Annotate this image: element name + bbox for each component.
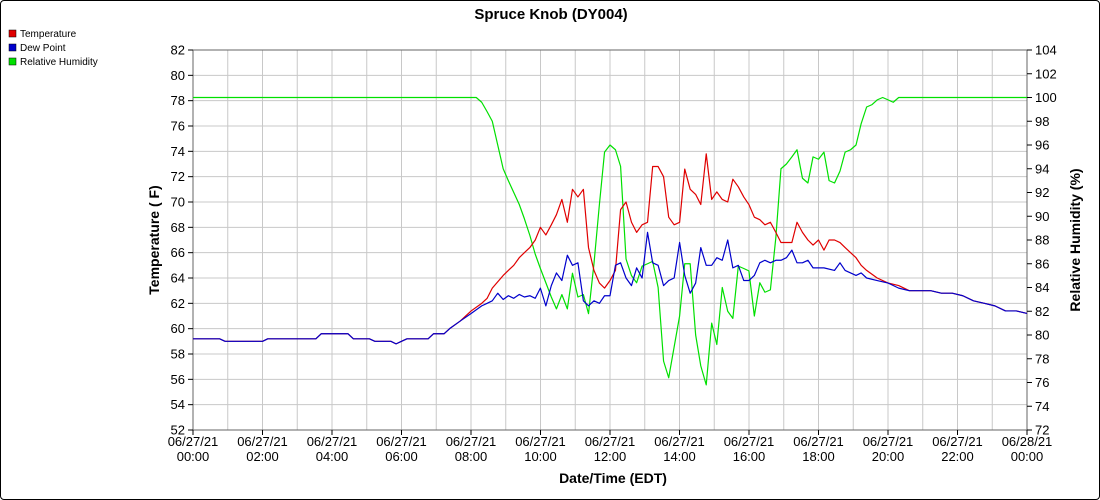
left-tick-label: 64 [171, 271, 185, 286]
x-tick-date: 06/27/21 [307, 434, 358, 449]
left-tick-label: 76 [171, 119, 185, 134]
right-tick-label: 100 [1035, 90, 1057, 105]
left-tick-label: 72 [171, 169, 185, 184]
x-tick-time: 10:00 [524, 449, 557, 464]
left-tick-label: 58 [171, 347, 185, 362]
left-tick-label: 74 [171, 144, 185, 159]
right-tick-label: 72 [1035, 423, 1049, 438]
right-tick-label: 96 [1035, 138, 1049, 153]
legend-label-temperature: Temperature [20, 29, 77, 40]
right-tick-label: 90 [1035, 209, 1049, 224]
x-tick-date: 06/27/21 [793, 434, 844, 449]
left-tick-label: 54 [171, 397, 185, 412]
x-tick-time: 12:00 [594, 449, 627, 464]
legend-swatch-temperature [8, 29, 17, 38]
left-tick-label: 62 [171, 296, 185, 311]
right-tick-label: 74 [1035, 399, 1049, 414]
right-axis-title: Relative Humidity (%) [1067, 168, 1083, 311]
right-tick-label: 102 [1035, 66, 1057, 81]
right-tick-label: 98 [1035, 114, 1049, 129]
x-tick-date: 06/27/21 [376, 434, 427, 449]
right-tick-label: 88 [1035, 233, 1049, 248]
right-tick-label: 78 [1035, 351, 1049, 366]
right-tick-label: 82 [1035, 304, 1049, 319]
right-axis-ticks: 72 74 76 78 80 82 84 86 88 90 92 94 96 98 100 102 104 [1027, 43, 1057, 438]
right-tick-label: 80 [1035, 328, 1049, 343]
x-axis-title: Date/Time (EDT) [559, 470, 667, 486]
x-tick-time: 04:00 [316, 449, 349, 464]
x-tick-date: 06/27/21 [863, 434, 914, 449]
left-axis-ticks: 52 54 56 58 60 62 64 66 68 70 72 74 76 78 80 82 [171, 43, 193, 438]
grid [192, 49, 1028, 431]
left-tick-label: 60 [171, 321, 185, 336]
series-line-relative-humidity [193, 96, 1027, 386]
left-tick-label: 82 [171, 43, 185, 58]
x-tick-date: 06/27/21 [446, 434, 497, 449]
left-tick-label: 66 [171, 245, 185, 260]
x-tick-time: 00:00 [1011, 449, 1044, 464]
x-tick-time: 08:00 [455, 449, 488, 464]
right-tick-label: 76 [1035, 375, 1049, 390]
x-tick-time: 02:00 [246, 449, 279, 464]
x-tick-date: 06/27/21 [515, 434, 566, 449]
x-tick-date: 06/27/21 [237, 434, 288, 449]
x-tick-time: 20:00 [872, 449, 905, 464]
x-tick-date: 06/27/21 [585, 434, 636, 449]
x-axis-ticks: 06/27/2100:0006/27/2102:0006/27/2104:000… [168, 430, 1053, 464]
x-tick-time: 16:00 [733, 449, 766, 464]
left-axis-title: Temperature ( F) [146, 185, 162, 294]
series-line-dew-point [193, 231, 1028, 345]
left-tick-label: 52 [171, 423, 185, 438]
right-tick-label: 104 [1035, 43, 1057, 58]
x-tick-date: 06/27/21 [654, 434, 705, 449]
left-tick-label: 70 [171, 195, 185, 210]
legend-label-relative-humidity: Relative Humidity [20, 57, 98, 68]
x-tick-date: 06/28/21 [1002, 434, 1053, 449]
x-tick-date: 06/27/21 [724, 434, 775, 449]
right-tick-label: 92 [1035, 185, 1049, 200]
left-tick-label: 78 [171, 93, 185, 108]
x-tick-time: 14:00 [663, 449, 696, 464]
x-tick-time: 18:00 [802, 449, 835, 464]
x-tick-time: 22:00 [941, 449, 974, 464]
left-tick-label: 80 [171, 68, 185, 83]
left-tick-label: 68 [171, 220, 185, 235]
left-tick-label: 56 [171, 372, 185, 387]
legend-swatch-dew-point [8, 43, 17, 52]
legend-label-dew-point: Dew Point [20, 43, 66, 54]
legend: Temperature Dew Point Relative Humidity [8, 29, 98, 68]
x-tick-time: 06:00 [385, 449, 418, 464]
right-tick-label: 86 [1035, 256, 1049, 271]
chart-title: Spruce Knob (DY004) [474, 6, 627, 23]
x-tick-time: 00:00 [177, 449, 210, 464]
x-tick-date: 06/27/21 [932, 434, 983, 449]
x-tick-date: 06/27/21 [168, 434, 219, 449]
right-tick-label: 84 [1035, 280, 1049, 295]
right-tick-label: 94 [1035, 161, 1049, 176]
series-layer [193, 96, 1028, 386]
legend-swatch-relative-humidity [8, 57, 17, 66]
